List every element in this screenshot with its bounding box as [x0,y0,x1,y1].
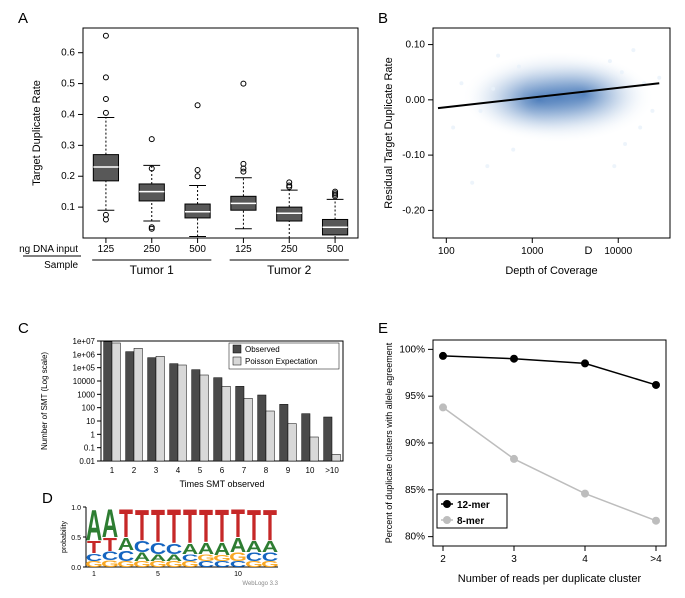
svg-text:ng DNA input: ng DNA input [19,244,78,255]
panel-label-c: C [18,320,29,337]
svg-text:100: 100 [438,246,455,257]
svg-text:T: T [247,505,261,550]
svg-text:1.0: 1.0 [71,505,81,512]
svg-text:0.5: 0.5 [71,535,81,542]
svg-text:0.01: 0.01 [79,457,95,466]
svg-text:85%: 85% [405,485,425,496]
panel-d-seqlogo: 0.00.51.0probabilityGCTA1GCTAGCATGACTGAC… [58,505,288,590]
svg-text:100: 100 [82,404,96,413]
svg-text:>4: >4 [650,554,662,565]
svg-text:3: 3 [154,466,159,475]
svg-text:1e+07: 1e+07 [73,337,96,346]
svg-text:0.1: 0.1 [61,202,75,213]
svg-text:10000: 10000 [73,377,96,386]
svg-text:95%: 95% [405,391,425,402]
svg-text:Percent of duplicate clusters: Percent of duplicate clusters with allel… [384,342,394,543]
svg-text:5: 5 [156,571,160,578]
svg-text:80%: 80% [405,532,425,543]
svg-text:10: 10 [234,571,242,578]
svg-text:3: 3 [511,554,517,565]
svg-text:>10: >10 [325,466,339,475]
svg-text:10000: 10000 [604,246,632,257]
svg-text:2: 2 [132,466,137,475]
panel-e-line: 80% 85% 90% 95% 100% 2 3 4 >4 12-mer 8-mer Percent … [378,328,678,588]
svg-text:250: 250 [281,244,298,255]
svg-text:A: A [102,505,118,546]
svg-text:T: T [215,505,229,552]
svg-text:WebLogo 3.3: WebLogo 3.3 [242,581,278,587]
svg-text:T: T [183,505,197,553]
svg-text:1: 1 [91,430,96,439]
svg-text:Poisson Expectation: Poisson Expectation [245,357,318,366]
svg-text:T: T [263,505,277,550]
svg-text:A: A [86,505,103,550]
panel-a-boxplot: 0.1 0.2 0.3 0.4 0.5 0.6 Target Duplicate Rate 1… [18,18,368,308]
svg-text:T: T [119,505,133,546]
svg-text:Target Duplicate Rate: Target Duplicate Rate [31,80,43,186]
svg-text:1: 1 [92,571,96,578]
svg-text:8-mer: 8-mer [457,516,484,527]
svg-text:1: 1 [110,466,115,475]
svg-text:2: 2 [440,554,446,565]
svg-text:1e+06: 1e+06 [73,350,96,359]
svg-text:0.00: 0.00 [406,95,426,106]
svg-text:-0.20: -0.20 [402,205,425,216]
svg-text:-0.10: -0.10 [402,150,425,161]
panel-c-bar: 0.01 0.1 1 10 100 1000 10000 1e+05 1e+06 1e+07 1 2 3… [33,333,353,493]
svg-text:8: 8 [264,466,269,475]
svg-text:500: 500 [327,244,344,255]
svg-text:4: 4 [582,554,588,565]
svg-text:T: T [167,505,181,553]
svg-text:D: D [584,245,592,257]
svg-text:7: 7 [242,466,247,475]
svg-text:Number of SMT (Log scale): Number of SMT (Log scale) [40,352,49,450]
svg-text:0.6: 0.6 [61,48,75,59]
svg-text:Number of reads per duplicate: Number of reads per duplicate cluster [458,573,642,585]
svg-text:9: 9 [286,466,291,475]
svg-text:Observed: Observed [245,345,280,354]
svg-text:Depth of Coverage: Depth of Coverage [505,265,597,277]
svg-text:1000: 1000 [521,246,544,257]
svg-text:0.4: 0.4 [61,109,75,120]
svg-text:5: 5 [198,466,203,475]
svg-text:Tumor 2: Tumor 2 [267,263,312,277]
figure-root: A B C D E 0.10.20.30.40.50.6Target Dupli… [8,8,677,590]
svg-text:4: 4 [176,466,181,475]
svg-text:0.5: 0.5 [61,79,75,90]
svg-text:Residual Target Duplicate Rate: Residual Target Duplicate Rate [383,57,395,208]
svg-text:Tumor 1: Tumor 1 [130,263,175,277]
svg-text:250: 250 [143,244,160,255]
svg-text:0.10: 0.10 [406,40,426,51]
svg-text:T: T [231,505,245,546]
svg-text:10: 10 [86,417,95,426]
svg-text:T: T [151,505,165,552]
svg-text:1e+05: 1e+05 [73,364,96,373]
svg-text:Times SMT observed: Times SMT observed [179,479,264,489]
panel-b-scatter: 100 1000 10000 -0.20 -0.10 0.00 0.10 Residual T… [378,18,678,298]
svg-text:0.0: 0.0 [71,565,81,572]
svg-text:0.3: 0.3 [61,140,75,151]
svg-text:0.1: 0.1 [84,444,96,453]
svg-text:6: 6 [220,466,225,475]
svg-text:125: 125 [235,244,252,255]
svg-text:Sample: Sample [44,260,78,271]
svg-text:12-mer: 12-mer [457,500,490,511]
svg-text:90%: 90% [405,438,425,449]
svg-text:probability: probability [61,521,68,553]
svg-text:T: T [199,505,213,552]
svg-text:500: 500 [189,244,206,255]
svg-text:10: 10 [306,466,315,475]
svg-text:T: T [135,505,149,550]
svg-text:100%: 100% [399,344,425,355]
svg-text:0.2: 0.2 [61,171,75,182]
svg-text:1000: 1000 [77,390,95,399]
svg-text:125: 125 [98,244,115,255]
